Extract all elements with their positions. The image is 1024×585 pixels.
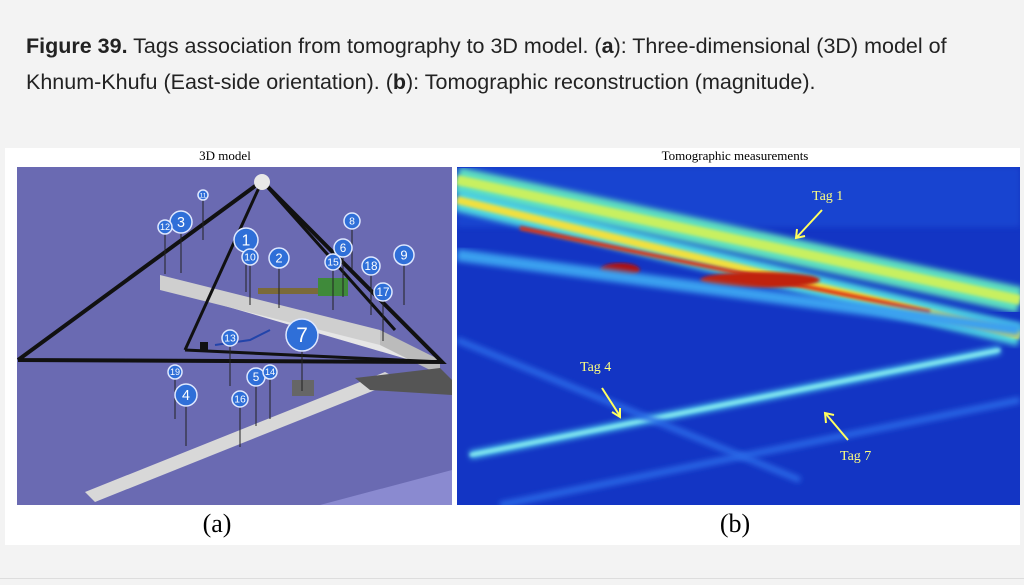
- tag-marker: [157, 219, 173, 235]
- annotation: Tag 7: [840, 449, 871, 464]
- caption-label: Figure 39.: [26, 34, 128, 58]
- tag-label: 12: [160, 222, 170, 232]
- tag-marker: [393, 244, 415, 266]
- panel-label: (a): [203, 509, 232, 538]
- tag-marker: [324, 253, 342, 271]
- tag-label: 5: [253, 371, 260, 384]
- tag-label: 3: [177, 215, 185, 231]
- tag-label: 16: [234, 395, 246, 406]
- tag-marker: [373, 282, 393, 302]
- tag-label: 4: [182, 388, 190, 404]
- tag-marker: [268, 247, 290, 269]
- tag-label: 8: [349, 217, 355, 228]
- tag-label: 10: [244, 253, 256, 264]
- tag-marker: [174, 383, 198, 407]
- tag-label: 1: [242, 232, 251, 249]
- tag-marker: [285, 318, 319, 352]
- tag-marker: [262, 364, 278, 380]
- panel-label: (b): [720, 509, 750, 538]
- tag-label: 9: [400, 248, 407, 263]
- divider: [0, 578, 1024, 579]
- tag-label: 15: [327, 258, 339, 269]
- caption-text: b: [392, 70, 407, 94]
- annotation: Tag 4: [580, 360, 611, 375]
- panel-title: 3D model: [199, 148, 251, 163]
- tag-marker: [343, 212, 361, 230]
- tag-marker: [333, 238, 353, 258]
- tag-marker: [231, 390, 249, 408]
- tag-label: 6: [340, 242, 347, 255]
- tag-label: 2: [275, 251, 282, 266]
- tag-label: 14: [265, 367, 275, 377]
- tag-marker: [221, 329, 239, 347]
- tag-label: 7: [296, 324, 308, 347]
- tag-marker: [197, 189, 209, 201]
- tomography-map: Tag 1 Tag 4 Tag 7: [457, 167, 1020, 505]
- tag-label: 11: [200, 192, 207, 199]
- panel-title: Tomographic measurements: [662, 148, 809, 163]
- tag-marker: [241, 248, 259, 266]
- annotation: Tag 1: [812, 189, 843, 204]
- caption-text: ): Three-dimensional (3D) model of Khnum…: [26, 34, 947, 94]
- figure-caption: Figure 39. Tags association from tomogra…: [26, 28, 1001, 100]
- tag-label: 19: [170, 367, 180, 377]
- caption-text: ): Tomographic reconstruction (magnitude…: [406, 70, 816, 94]
- tag-label: 18: [364, 260, 377, 273]
- tag-marker: [167, 364, 183, 380]
- caption-text: a: [601, 34, 614, 58]
- tag-label: 17: [376, 286, 389, 299]
- tag-label: 13: [224, 334, 236, 345]
- tag-marker: [361, 256, 381, 276]
- caption-text: Tags association from tomography to 3D m…: [133, 34, 602, 58]
